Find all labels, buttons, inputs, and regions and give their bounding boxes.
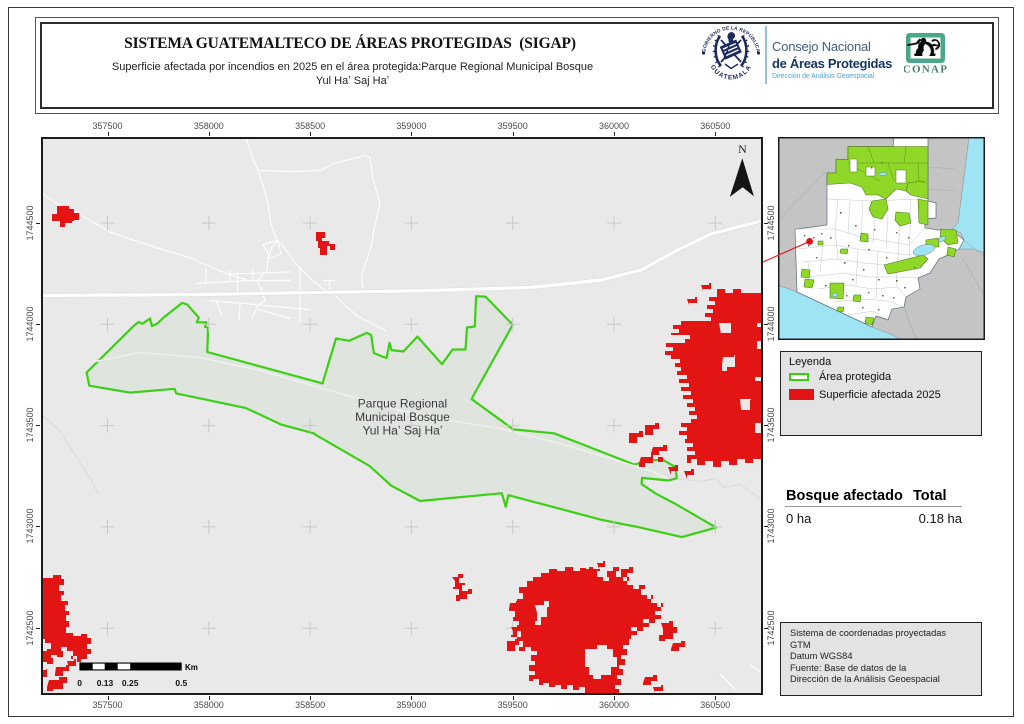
svg-text:GUATEMALA: GUATEMALA	[709, 64, 754, 82]
svg-text:0.25: 0.25	[122, 678, 139, 688]
svg-text:Parque Regional: Parque Regional	[358, 396, 447, 410]
svg-text:Municipal Bosque: Municipal Bosque	[355, 410, 450, 424]
svg-text:0.13: 0.13	[97, 678, 114, 688]
svg-text:0.5: 0.5	[175, 678, 187, 688]
svg-text:CONAP: CONAP	[904, 64, 948, 76]
svg-text:0: 0	[77, 678, 82, 688]
svg-text:N: N	[738, 142, 747, 156]
svg-text:Yul Haʼ Saj Haʼ: Yul Haʼ Saj Haʼ	[362, 423, 442, 437]
svg-text:Km: Km	[185, 663, 198, 672]
